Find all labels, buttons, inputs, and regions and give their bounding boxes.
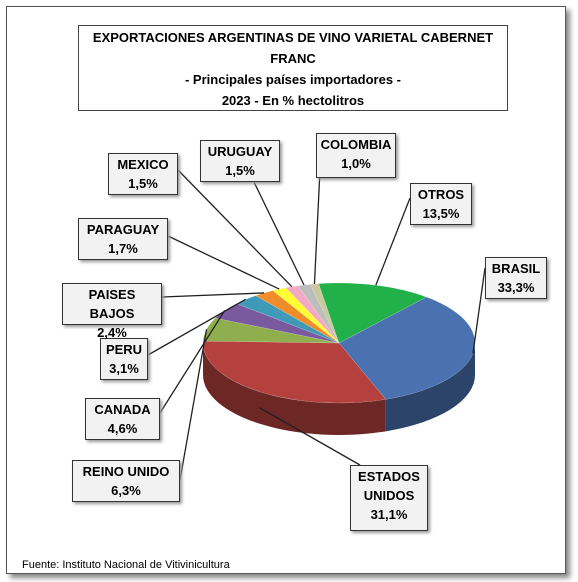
slice-side bbox=[385, 343, 475, 432]
value-label: 2,4% bbox=[97, 325, 127, 340]
value-label: 13,5% bbox=[422, 206, 460, 221]
leader-line bbox=[259, 407, 361, 466]
slice bbox=[235, 295, 340, 344]
data-label: BRASIL 33,3% bbox=[485, 257, 547, 299]
category-label: COLOMBIA bbox=[320, 137, 392, 152]
data-label: URUGUAY 1,5% bbox=[200, 140, 280, 182]
slice bbox=[202, 340, 387, 404]
subtitle: 2023 - En % hectolitros bbox=[221, 93, 365, 108]
leader-line bbox=[253, 181, 305, 286]
title-box: EXPORTACIONES ARGENTINAS DE VINO VARIETA… bbox=[78, 25, 508, 111]
leader-line bbox=[177, 169, 293, 288]
value-label: 31,1% bbox=[370, 507, 408, 522]
data-label: PARAGUAY 1,7% bbox=[78, 218, 168, 260]
category-label: MEXICO bbox=[117, 157, 169, 172]
subtitle: - Principales países importadores - bbox=[184, 72, 402, 87]
slice bbox=[318, 282, 428, 344]
leader-line bbox=[313, 169, 321, 285]
category-label: OTROS bbox=[417, 187, 465, 202]
category-label: PARAGUAY bbox=[86, 222, 160, 237]
category-label: REINO UNIDO bbox=[82, 464, 170, 479]
value-label: 1,0% bbox=[341, 156, 371, 171]
slice-side bbox=[203, 343, 386, 435]
leader-line bbox=[147, 298, 246, 356]
data-label: MEXICO 1,5% bbox=[108, 153, 178, 195]
leader-line bbox=[161, 292, 265, 298]
value-label: 1,5% bbox=[128, 176, 158, 191]
slice bbox=[272, 287, 340, 344]
data-label: ESTADOS UNIDOS 31,1% bbox=[350, 465, 428, 531]
value-label: 6,3% bbox=[111, 483, 141, 498]
data-label: CANADA 4,6% bbox=[85, 398, 160, 440]
category-label: BRASIL bbox=[491, 261, 541, 276]
source: Fuente: Instituto Nacional de Vitivinicu… bbox=[22, 559, 230, 571]
slice bbox=[214, 303, 340, 344]
chart-title: EXPORTACIONES ARGENTINAS DE VINO VARIETA… bbox=[92, 30, 494, 66]
slice bbox=[297, 284, 340, 344]
slice bbox=[202, 317, 340, 344]
value-label: 33,3% bbox=[497, 280, 535, 295]
category-label: CANADA bbox=[94, 402, 151, 417]
value-label: 1,7% bbox=[108, 241, 138, 256]
category-label: PAISES BAJOS bbox=[88, 287, 136, 321]
value-label: 3,1% bbox=[109, 361, 139, 376]
slice bbox=[255, 290, 340, 344]
category-label: URUGUAY bbox=[207, 144, 273, 159]
slice bbox=[309, 283, 340, 344]
leader-line bbox=[167, 235, 280, 290]
value-label: 1,5% bbox=[225, 163, 255, 178]
category-label: ESTADOS UNIDOS bbox=[358, 469, 420, 503]
leader-line bbox=[375, 197, 411, 286]
leader-line bbox=[472, 267, 486, 354]
data-label: PAISES BAJOS 2,4% bbox=[62, 283, 162, 340]
slice bbox=[285, 285, 340, 344]
value-label: 4,6% bbox=[107, 421, 138, 436]
leader-line bbox=[179, 329, 208, 481]
data-label: PERU 3,1% bbox=[100, 338, 148, 380]
leader-line bbox=[159, 310, 226, 414]
data-label: REINO UNIDO 6,3% bbox=[72, 460, 180, 502]
data-label: OTROS 13,5% bbox=[410, 183, 472, 225]
category-label: PERU bbox=[105, 342, 143, 357]
data-label: COLOMBIA 1,0% bbox=[316, 133, 396, 178]
